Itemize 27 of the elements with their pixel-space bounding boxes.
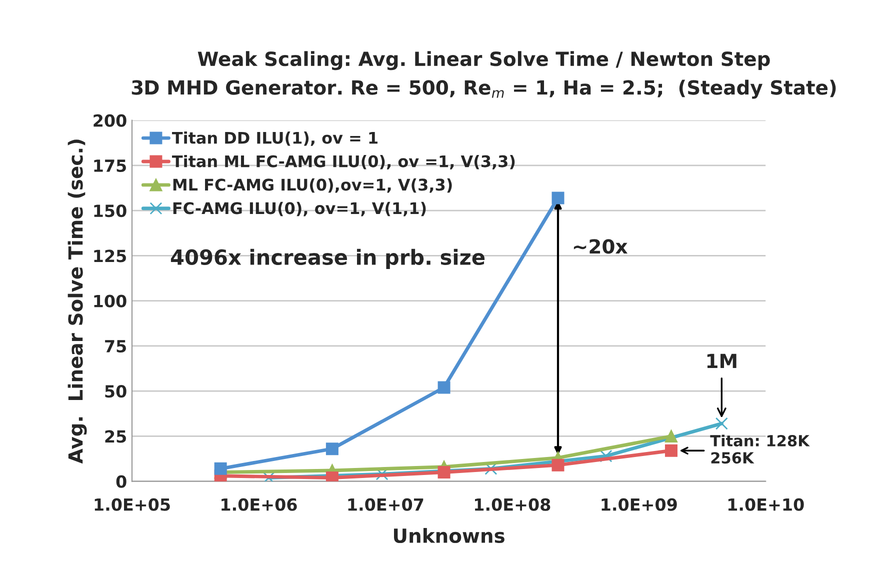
chart-subtitle: 3D MHD Generator. Re = 500, Re$_{m}$ = 1, Ha = 2.5; (Steady State) — [132, 80, 836, 99]
legend-label: FC-AMG ILU(0), ov=1, V(1,1) — [173, 202, 426, 216]
y-tick-label: 50 — [105, 385, 126, 398]
x-tick-label: 1.0E+07 — [348, 498, 424, 511]
annotation: Titan: 128K 256K — [710, 434, 810, 464]
annotation: 1M — [707, 354, 736, 368]
y-tick-label: 175 — [94, 160, 126, 172]
x-tick-label: 1.0E+06 — [222, 498, 297, 511]
y-tick-label: 25 — [105, 430, 126, 443]
y-tick-label: 0 — [116, 475, 126, 488]
y-tick-label: 125 — [94, 250, 126, 262]
y-tick-label: 150 — [94, 204, 126, 218]
legend-label: Titan DD ILU(1), ov = 1 — [172, 132, 378, 146]
y-tick-label: 75 — [105, 340, 126, 353]
x-tick-label: 1.0E+09 — [602, 498, 677, 511]
legend-label: Titan ML FC-AMG ILU(0), ov =1, V(3,3) — [172, 154, 515, 170]
x-axis-title: Unknowns — [394, 528, 504, 544]
y-axis-title: Avg. Linear Solve Time (sec.) — [68, 140, 87, 464]
legend-label: ML FC-AMG ILU(0),ov=1, V(3,3) — [173, 178, 452, 193]
chart-title: Weak Scaling: Avg. Linear Solve Time / Newton Step — [198, 51, 770, 70]
annotation: 4096x increase in prb. size — [170, 248, 485, 270]
x-tick-label: 1.0E+05 — [94, 498, 170, 511]
y-tick-label: 200 — [94, 114, 126, 127]
x-tick-label: 1.0E+08 — [475, 498, 550, 511]
annotation: ~20x — [574, 239, 628, 254]
y-tick-label: 100 — [94, 294, 126, 308]
x-tick-label: 1.0E+10 — [728, 498, 804, 511]
